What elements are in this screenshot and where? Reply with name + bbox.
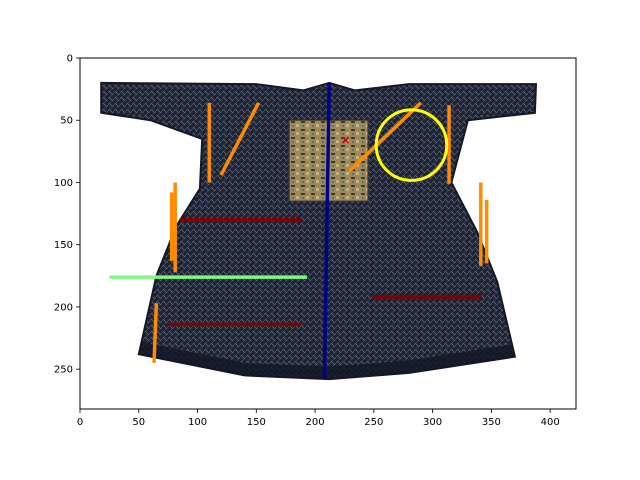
overlay-marker-0 [342,136,350,144]
y-tick-label: 100 [54,178,73,189]
x-tick-label: 100 [188,417,207,428]
x-tick-label: 250 [364,417,383,428]
axes-frame [79,57,577,410]
y-tick-label: 0 [67,54,73,65]
y-tick-label: 250 [54,365,73,376]
x-axis: 0 50 100 150 200 250 300 350 400 [77,409,560,428]
overlay-segment-4 [152,303,159,364]
overlay-segment-12 [322,82,331,380]
y-tick-label: 200 [54,302,73,313]
overlay-segment-1 [219,101,261,176]
overlay-segment-5 [347,101,423,173]
y-tick-label: 150 [54,240,73,251]
y-axis: 0 50 100 150 200 250 [54,54,80,376]
x-tick-label: 400 [541,417,560,428]
x-tick-label: 50 [132,417,145,428]
x-tick-label: 150 [247,417,266,428]
x-tick-label: 300 [423,417,442,428]
overlay-circle-0 [374,108,449,182]
robe-hem-border [138,341,515,380]
x-tick-label: 0 [77,417,83,428]
plot-area [100,81,538,381]
x-tick-label: 350 [482,417,501,428]
x-tick-label: 200 [306,417,325,428]
y-tick-label: 50 [60,116,73,127]
overlay-layer [109,82,489,380]
